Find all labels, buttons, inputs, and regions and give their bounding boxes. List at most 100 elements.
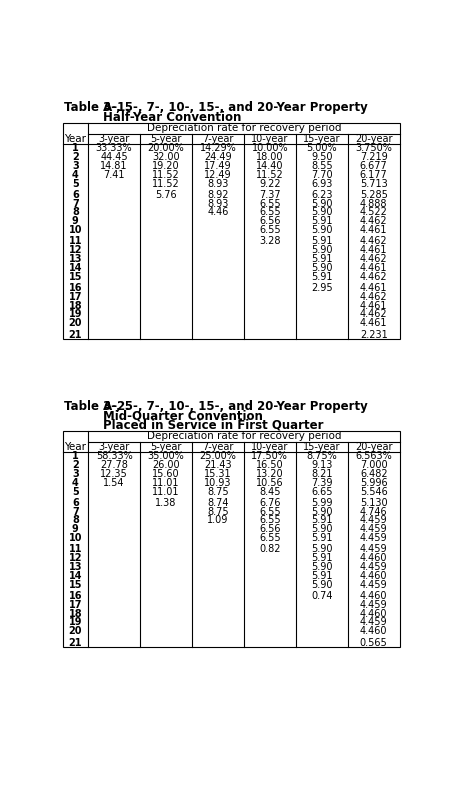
- Text: 9.13: 9.13: [311, 460, 332, 470]
- Text: 13.20: 13.20: [256, 469, 284, 479]
- Text: 11: 11: [69, 236, 82, 246]
- Text: 0.74: 0.74: [311, 591, 332, 601]
- Text: 6: 6: [72, 190, 79, 200]
- Text: 10: 10: [69, 533, 82, 543]
- Text: 8.75: 8.75: [207, 486, 229, 497]
- Text: 4.460: 4.460: [360, 591, 387, 601]
- Text: 19: 19: [69, 618, 82, 627]
- Text: 3-, 5-, 7-, 10-, 15-, and 20-Year Property: 3-, 5-, 7-, 10-, 15-, and 20-Year Proper…: [103, 400, 368, 413]
- Text: 10-year: 10-year: [251, 442, 289, 452]
- Text: 11: 11: [69, 544, 82, 554]
- Text: 18: 18: [69, 609, 82, 618]
- Text: 18: 18: [69, 301, 82, 310]
- Text: 4.459: 4.459: [360, 600, 387, 610]
- Text: 11.01: 11.01: [152, 486, 180, 497]
- Text: 0.82: 0.82: [259, 544, 281, 554]
- Text: 4.461: 4.461: [360, 225, 387, 235]
- Text: 7: 7: [72, 198, 79, 209]
- Text: 2.95: 2.95: [311, 283, 333, 293]
- Text: 3.750%: 3.750%: [355, 143, 392, 153]
- Text: 4.746: 4.746: [360, 506, 387, 517]
- Text: 4.522: 4.522: [360, 207, 388, 218]
- Text: 4.462: 4.462: [360, 236, 387, 246]
- Text: 1.54: 1.54: [103, 478, 125, 488]
- Text: 5.90: 5.90: [311, 580, 332, 590]
- Text: 4: 4: [72, 170, 79, 180]
- Text: Mid-Quarter Convention: Mid-Quarter Convention: [103, 410, 263, 422]
- Text: 2.231: 2.231: [360, 330, 387, 339]
- Text: Year: Year: [64, 442, 86, 452]
- Text: 5.285: 5.285: [360, 190, 388, 200]
- Text: 6.65: 6.65: [311, 486, 332, 497]
- Text: 17: 17: [69, 292, 82, 302]
- Text: 21: 21: [69, 638, 82, 647]
- Text: 4.888: 4.888: [360, 198, 387, 209]
- Text: 6.55: 6.55: [259, 225, 281, 235]
- Text: 6.55: 6.55: [259, 506, 281, 517]
- Text: 5.91: 5.91: [311, 272, 332, 282]
- Text: 58.33%: 58.33%: [96, 451, 133, 461]
- Text: 20: 20: [69, 626, 82, 636]
- Text: 14: 14: [69, 263, 82, 273]
- Bar: [63, 123, 400, 339]
- Text: 8: 8: [72, 515, 79, 526]
- Text: 13: 13: [69, 254, 82, 264]
- Text: 5-year: 5-year: [150, 442, 182, 452]
- Text: 8.92: 8.92: [207, 190, 229, 200]
- Bar: [63, 431, 400, 647]
- Text: 5.91: 5.91: [311, 533, 332, 543]
- Text: 1: 1: [72, 451, 79, 461]
- Text: 18.00: 18.00: [256, 152, 284, 162]
- Text: 8.55: 8.55: [311, 161, 333, 171]
- Text: 2: 2: [72, 460, 79, 470]
- Text: 4.459: 4.459: [360, 533, 387, 543]
- Text: 11.52: 11.52: [152, 170, 180, 180]
- Text: 16: 16: [69, 283, 82, 293]
- Text: 27.78: 27.78: [100, 460, 128, 470]
- Text: 4.462: 4.462: [360, 216, 387, 226]
- Text: 1.38: 1.38: [155, 498, 177, 508]
- Text: 4.461: 4.461: [360, 301, 387, 310]
- Text: 16.50: 16.50: [256, 460, 284, 470]
- Text: 25.00%: 25.00%: [199, 451, 236, 461]
- Text: 5.91: 5.91: [311, 571, 332, 581]
- Text: 3-year: 3-year: [98, 442, 130, 452]
- Text: 7.37: 7.37: [259, 190, 281, 200]
- Text: 8.75%: 8.75%: [306, 451, 337, 461]
- Text: Placed in Service in First Quarter: Placed in Service in First Quarter: [103, 418, 323, 432]
- Text: 14.29%: 14.29%: [200, 143, 236, 153]
- Text: 6.56: 6.56: [259, 216, 281, 226]
- Text: 3-, 5-, 7-, 10-, 15-, and 20-Year Property: 3-, 5-, 7-, 10-, 15-, and 20-Year Proper…: [103, 102, 368, 114]
- Text: 5.90: 5.90: [311, 198, 332, 209]
- Text: 4.461: 4.461: [360, 245, 387, 255]
- Text: 10.00%: 10.00%: [252, 143, 288, 153]
- Text: 1: 1: [72, 143, 79, 153]
- Text: 14.81: 14.81: [101, 161, 128, 171]
- Text: 7-year: 7-year: [202, 442, 234, 452]
- Text: 4.461: 4.461: [360, 318, 387, 328]
- Text: 6.482: 6.482: [360, 469, 387, 479]
- Text: 5.996: 5.996: [360, 478, 387, 488]
- Text: 9.22: 9.22: [259, 178, 281, 189]
- Text: 6.55: 6.55: [259, 515, 281, 526]
- Text: 5.90: 5.90: [311, 245, 332, 255]
- Text: 6: 6: [72, 498, 79, 508]
- Text: 16: 16: [69, 591, 82, 601]
- Text: 7.219: 7.219: [360, 152, 387, 162]
- Text: 12: 12: [69, 245, 82, 255]
- Text: 17.49: 17.49: [204, 161, 232, 171]
- Text: 6.563%: 6.563%: [355, 451, 392, 461]
- Text: 5.91: 5.91: [311, 515, 332, 526]
- Text: 8: 8: [72, 207, 79, 218]
- Text: 12.35: 12.35: [100, 469, 128, 479]
- Text: 4.459: 4.459: [360, 515, 387, 526]
- Text: 3.28: 3.28: [259, 236, 281, 246]
- Text: 15.60: 15.60: [152, 469, 180, 479]
- Text: 4.459: 4.459: [360, 544, 387, 554]
- Text: 12: 12: [69, 553, 82, 563]
- Text: 6.76: 6.76: [259, 498, 281, 508]
- Text: 11.52: 11.52: [256, 170, 284, 180]
- Text: 11.01: 11.01: [152, 478, 180, 488]
- Text: Half-Year Convention: Half-Year Convention: [103, 110, 241, 124]
- Text: 10: 10: [69, 225, 82, 235]
